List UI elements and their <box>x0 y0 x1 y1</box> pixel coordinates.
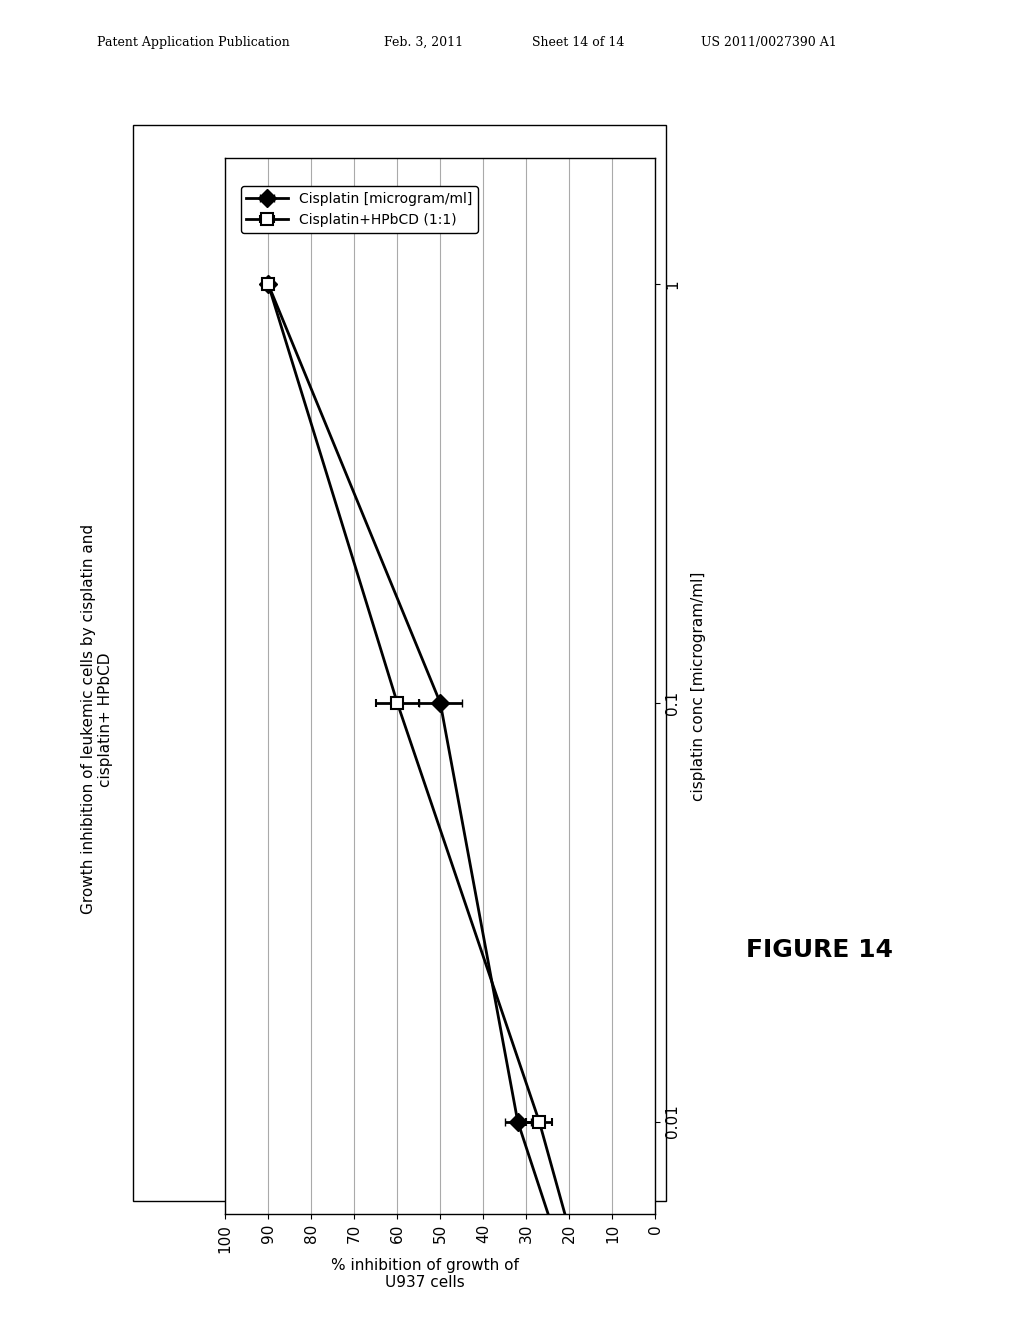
Y-axis label: cisplatin conc [microgram/ml]: cisplatin conc [microgram/ml] <box>691 572 707 801</box>
Legend: Cisplatin [microgram/ml], Cisplatin+HPbCD (1:1): Cisplatin [microgram/ml], Cisplatin+HPbC… <box>241 186 478 232</box>
Text: Feb. 3, 2011: Feb. 3, 2011 <box>384 36 463 49</box>
Text: % inhibition of growth of
U937 cells: % inhibition of growth of U937 cells <box>331 1258 519 1290</box>
Text: Growth inhibition of leukemic cells by cisplatin and
cisplatin+ HPbCD: Growth inhibition of leukemic cells by c… <box>81 524 114 915</box>
Text: FIGURE 14: FIGURE 14 <box>745 939 893 962</box>
Text: US 2011/0027390 A1: US 2011/0027390 A1 <box>701 36 838 49</box>
Text: Patent Application Publication: Patent Application Publication <box>97 36 290 49</box>
Text: Sheet 14 of 14: Sheet 14 of 14 <box>532 36 625 49</box>
